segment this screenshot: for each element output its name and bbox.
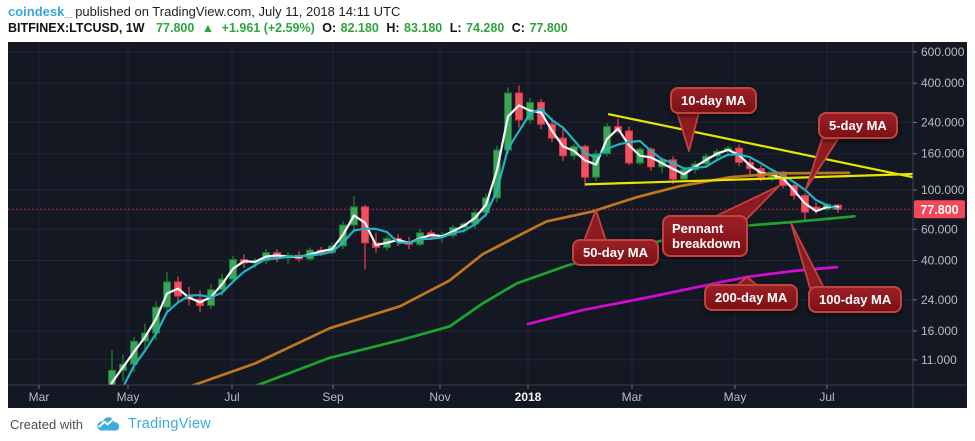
price-chart-pane[interactable]: 600.000 400.000 240.000 160.000 100.000 60.00… <box>8 42 967 408</box>
candlestick-chart[interactable]: 600.000 400.000 240.000 160.000 100.000 60.00… <box>8 42 967 408</box>
ma-line-5-day-ma[interactable] <box>79 104 840 408</box>
ma-line-10-day-ma[interactable] <box>101 107 840 408</box>
last-price-badge-value: 77.800 <box>920 203 958 217</box>
footer: Created with TradingView <box>0 408 975 441</box>
annotation-tail-1 <box>805 138 839 190</box>
close-label: C: <box>511 21 525 35</box>
open-value: 82.180 <box>340 21 379 35</box>
annotation-50-day-ma[interactable]: 50-day MA <box>572 239 660 266</box>
pennant-lower-trendline[interactable] <box>584 172 913 186</box>
svg-text:2018: 2018 <box>515 390 542 404</box>
svg-text:16.000: 16.000 <box>921 324 958 338</box>
ma-line-200-day-ma[interactable] <box>526 265 839 326</box>
svg-text:Nov: Nov <box>429 390 450 404</box>
svg-text:Sep: Sep <box>322 390 344 404</box>
annotation-100-day-ma[interactable]: 100-day MA <box>808 286 903 313</box>
symbol-name[interactable]: BITFINEX:LTCUSD, 1W <box>8 21 145 35</box>
ma-line-100-day-ma[interactable] <box>250 214 856 389</box>
price-axis-labels: 600.000 400.000 240.000 160.000 100.000 60.00… <box>913 45 965 367</box>
publisher-handle[interactable]: coindesk_ <box>8 4 72 19</box>
last-price-badge <box>914 200 965 219</box>
svg-text:240.000: 240.000 <box>921 116 965 130</box>
annotation-5-day-ma[interactable]: 5-day MA <box>818 112 898 139</box>
price-axis-pane[interactable] <box>913 42 967 408</box>
annotation-10-day-ma[interactable]: 10-day MA <box>670 87 758 114</box>
symbol-info-bar: BITFINEX:LTCUSD, 1W 77.800 ▲ +1.961 (+2.… <box>8 21 572 35</box>
time-axis-labels: Mar May Jul Sep Nov 2018 Mar May Jul <box>29 385 835 404</box>
high-label: H: <box>386 21 400 35</box>
svg-text:160.000: 160.000 <box>921 147 965 161</box>
chart-header: coindesk_ published on TradingView.com, … <box>0 0 975 42</box>
low-value: 74.280 <box>466 21 505 35</box>
annotation-pennant-breakdown[interactable]: Pennant breakdown <box>662 215 748 257</box>
close-value: 77.800 <box>529 21 568 35</box>
svg-text:Mar: Mar <box>622 390 643 404</box>
price-change: +1.961 (+2.59%) <box>221 21 315 35</box>
byline: coindesk_ published on TradingView.com, … <box>8 4 400 19</box>
last-price: 77.800 <box>156 21 195 35</box>
svg-text:Jul: Jul <box>819 390 834 404</box>
low-label: L: <box>449 21 462 35</box>
tradingview-brand-link[interactable]: TradingView <box>127 416 212 432</box>
annotation-tail-2 <box>583 209 607 242</box>
created-with-label: Created with <box>10 416 83 432</box>
annotation-200-day-ma[interactable]: 200-day MA <box>704 284 799 311</box>
svg-text:40.000: 40.000 <box>921 253 958 267</box>
svg-text:11.000: 11.000 <box>921 353 957 367</box>
byline-text: published on TradingView.com, July 11, 2… <box>71 4 401 19</box>
high-value: 83.180 <box>404 21 443 35</box>
svg-text:600.000: 600.000 <box>921 45 965 59</box>
svg-text:400.000: 400.000 <box>921 76 965 90</box>
time-axis-pane[interactable] <box>8 385 913 408</box>
svg-text:24.000: 24.000 <box>921 293 958 307</box>
tradingview-cloud-logo[interactable] <box>95 415 122 433</box>
change-up-icon: ▲ <box>201 21 215 35</box>
ma-line-50-day-ma[interactable] <box>188 171 851 388</box>
open-label: O: <box>322 21 337 35</box>
annotation-tail-5 <box>790 222 825 289</box>
svg-text:May: May <box>117 390 140 404</box>
svg-text:Jul: Jul <box>224 390 239 404</box>
svg-text:May: May <box>724 390 747 404</box>
pennant-upper-trendline[interactable] <box>607 112 914 179</box>
svg-text:Mar: Mar <box>29 390 50 404</box>
svg-text:100.000: 100.000 <box>921 183 965 197</box>
svg-text:60.000: 60.000 <box>921 222 958 236</box>
